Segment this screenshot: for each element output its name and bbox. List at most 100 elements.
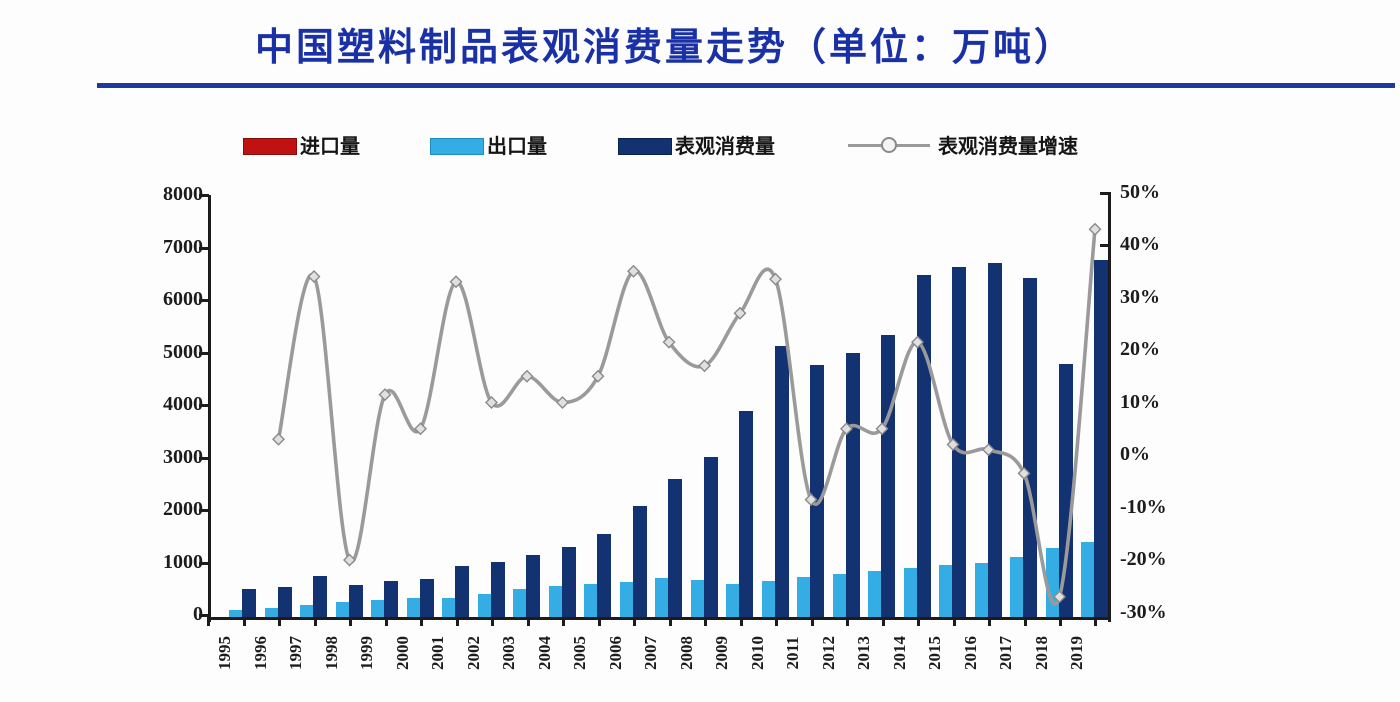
y-axis-left-tick-label: 1000 bbox=[163, 550, 203, 573]
consumption-bar bbox=[242, 588, 256, 617]
growth-rate-marker bbox=[307, 270, 321, 283]
consumption-bar bbox=[987, 263, 1002, 617]
growth-rate-marker bbox=[1017, 466, 1031, 480]
growth-rate-marker bbox=[414, 422, 427, 436]
consumption-bar bbox=[526, 554, 540, 617]
x-axis-tick bbox=[349, 617, 352, 626]
export-bar bbox=[690, 579, 704, 617]
x-axis-tick bbox=[704, 617, 707, 626]
x-axis-tick bbox=[633, 617, 636, 626]
consumption-bar bbox=[419, 578, 434, 617]
x-axis-tick bbox=[242, 617, 246, 626]
x-axis-tick bbox=[420, 617, 423, 626]
x-axis-tick bbox=[278, 617, 281, 626]
consumption-bar bbox=[384, 580, 398, 617]
consumption-bar bbox=[810, 365, 824, 617]
y-axis-left bbox=[208, 195, 211, 622]
export-bar bbox=[300, 604, 313, 617]
consumption-bar bbox=[1023, 278, 1037, 617]
y-axis-right-tick bbox=[1100, 244, 1110, 247]
export-bar bbox=[797, 576, 810, 617]
growth-rate-marker bbox=[378, 388, 392, 402]
y-axis-left-tick bbox=[199, 299, 209, 302]
y-axis-left-tick bbox=[199, 614, 209, 617]
growth-rate-marker bbox=[769, 272, 782, 286]
export-bar bbox=[442, 597, 455, 617]
consumption-bar bbox=[597, 533, 611, 617]
growth-rate-marker bbox=[982, 443, 995, 457]
growth-rate-marker bbox=[946, 438, 960, 451]
x-axis-tick bbox=[1094, 617, 1097, 626]
y-axis-left-tick-label: 2000 bbox=[163, 498, 203, 520]
growth-rate-marker bbox=[591, 369, 605, 383]
export-bar bbox=[619, 582, 633, 617]
growth-rate-marker bbox=[840, 422, 853, 436]
x-axis-tick bbox=[881, 617, 885, 626]
y-axis-left-tick-label: 3000 bbox=[163, 445, 203, 468]
x-axis-tick bbox=[952, 617, 956, 626]
growth-rate-marker bbox=[1053, 590, 1066, 604]
consumption-bar bbox=[632, 506, 647, 617]
growth-rate-marker bbox=[875, 422, 889, 436]
export-bar bbox=[939, 565, 952, 617]
growth-rate-marker bbox=[662, 335, 676, 349]
growth-rate-marker bbox=[272, 432, 285, 446]
y-axis-right-tick-label: 50% bbox=[1120, 180, 1160, 203]
title-underline-rule bbox=[97, 83, 1395, 88]
growth-rate-marker bbox=[627, 264, 640, 278]
consumption-bar bbox=[739, 411, 753, 617]
export-bar bbox=[335, 602, 349, 617]
consumption-bar bbox=[561, 546, 576, 617]
legend-circle-marker-icon bbox=[881, 137, 897, 153]
export-bar bbox=[655, 577, 668, 617]
growth-rate-line bbox=[276, 229, 1097, 606]
y-axis-left-tick bbox=[199, 404, 209, 407]
export-bar bbox=[229, 610, 242, 617]
growth-rate-marker bbox=[911, 335, 924, 349]
y-axis-left-tick-label: 4000 bbox=[163, 393, 203, 415]
growth-rate-marker bbox=[804, 493, 818, 507]
y-axis-right-tick-label: 0% bbox=[1120, 443, 1150, 465]
growth-rate-marker bbox=[1088, 222, 1102, 236]
export-bar bbox=[903, 567, 917, 617]
consumption-bar bbox=[277, 587, 292, 617]
legend-label-consumption: 表观消费量 bbox=[675, 136, 775, 158]
x-axis-tick bbox=[917, 617, 920, 626]
export-bar bbox=[832, 574, 846, 617]
x-axis-tick bbox=[1023, 617, 1027, 626]
y-axis-right-tick-label: 20% bbox=[1120, 338, 1160, 360]
export-bar bbox=[974, 562, 988, 617]
y-axis-left-tick bbox=[199, 194, 209, 197]
x-axis-tick bbox=[775, 617, 778, 626]
growth-rate-marker bbox=[343, 553, 356, 567]
y-axis-right-tick-label: -20% bbox=[1120, 548, 1167, 570]
growth-rate-marker bbox=[556, 396, 569, 409]
export-bar bbox=[264, 607, 278, 617]
consumption-bar bbox=[703, 456, 718, 617]
x-axis-tick bbox=[988, 617, 991, 626]
legend-label-growth: 表观消费量增速 bbox=[938, 136, 1078, 158]
export-bar bbox=[406, 598, 420, 617]
y-axis-left-tick bbox=[199, 509, 209, 512]
y-axis-left-tick-label: 0 bbox=[193, 603, 203, 625]
x-axis-tick bbox=[384, 617, 388, 626]
legend-swatch-import bbox=[243, 138, 297, 155]
growth-rate-marker bbox=[449, 275, 463, 289]
growth-rate-marker bbox=[733, 306, 747, 320]
y-axis-right bbox=[1108, 192, 1111, 622]
consumption-bar bbox=[455, 566, 469, 617]
x-axis-tick bbox=[846, 617, 849, 626]
chart-title: 中国塑料制品表观消费量走势（单位：万吨） bbox=[254, 27, 1075, 69]
y-axis-left-tick bbox=[199, 561, 209, 565]
export-bar bbox=[513, 588, 526, 617]
y-axis-right-tick-label: 30% bbox=[1120, 285, 1160, 308]
x-axis-tick bbox=[526, 617, 530, 626]
consumption-bar bbox=[1094, 260, 1108, 617]
export-bar bbox=[548, 585, 562, 617]
x-axis-tick bbox=[668, 617, 672, 626]
y-axis-right-tick-label: 40% bbox=[1120, 233, 1160, 255]
x-axis-tick bbox=[562, 617, 565, 626]
legend-label-import: 进口量 bbox=[300, 136, 360, 158]
